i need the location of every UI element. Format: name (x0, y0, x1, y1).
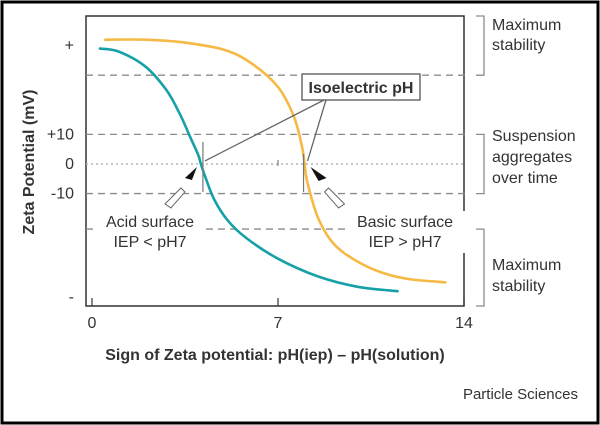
plot-area-box (85, 15, 465, 307)
x-tick-label: 14 (455, 315, 473, 332)
right-brackets: Maximum stability Suspension aggregates over… (476, 15, 576, 307)
acid-surface-label: Acid surface (106, 214, 194, 231)
x-tick-label: 7 (274, 315, 283, 332)
acid-arrowhead (184, 166, 197, 180)
isoelectric-label-box (301, 73, 421, 101)
bracket-label-line: stability (492, 278, 545, 295)
x-axis-label: Sign of Zeta potential: pH(iep) – pH(sol… (105, 347, 445, 364)
y-tick-label: - (69, 289, 74, 306)
y-axis-label: Zeta Potential (mV) (21, 90, 38, 235)
bracket-label-line: over time (492, 170, 558, 187)
annotations: Isoelectric pH Acid surface IEP < pH7 Basic… (94, 73, 467, 253)
basic-surface-label: Basic surface (357, 214, 453, 231)
y-tick-label: 0 (65, 156, 74, 173)
bracket-label-line: Suspension (492, 128, 576, 145)
isoelectric-pointer-acid (204, 99, 325, 162)
acid-label-backing (94, 211, 206, 253)
basic-label-backing (345, 211, 467, 253)
acid-arrow-tail (164, 187, 186, 209)
acid-iep-label: IEP < pH7 (113, 234, 186, 251)
bracket (476, 15, 485, 76)
bracket-label-line: Maximum (492, 257, 561, 274)
isoelectric-label: Isoelectric pH (309, 80, 414, 97)
bracket (476, 228, 485, 307)
bracket-label-line: Maximum (492, 17, 561, 34)
y-tick-label: +10 (47, 126, 74, 143)
y-tick-label: + (65, 38, 74, 55)
credit-text: Particle Sciences (463, 386, 578, 403)
bracket-label-line: aggregates (492, 149, 572, 166)
bracket-label-line: stability (492, 37, 545, 54)
bracket (476, 133, 485, 195)
basic-iep-label: IEP > pH7 (368, 234, 441, 251)
x-tick-label: 0 (88, 315, 97, 332)
isoelectric-pointer-basic (306, 99, 327, 162)
basic-arrow-tail (323, 187, 346, 209)
axis-ticks: 0 7 14 + +10 0 -10 - (47, 38, 473, 332)
basic-arrowhead (310, 166, 327, 181)
y-tick-label: -10 (51, 186, 74, 203)
